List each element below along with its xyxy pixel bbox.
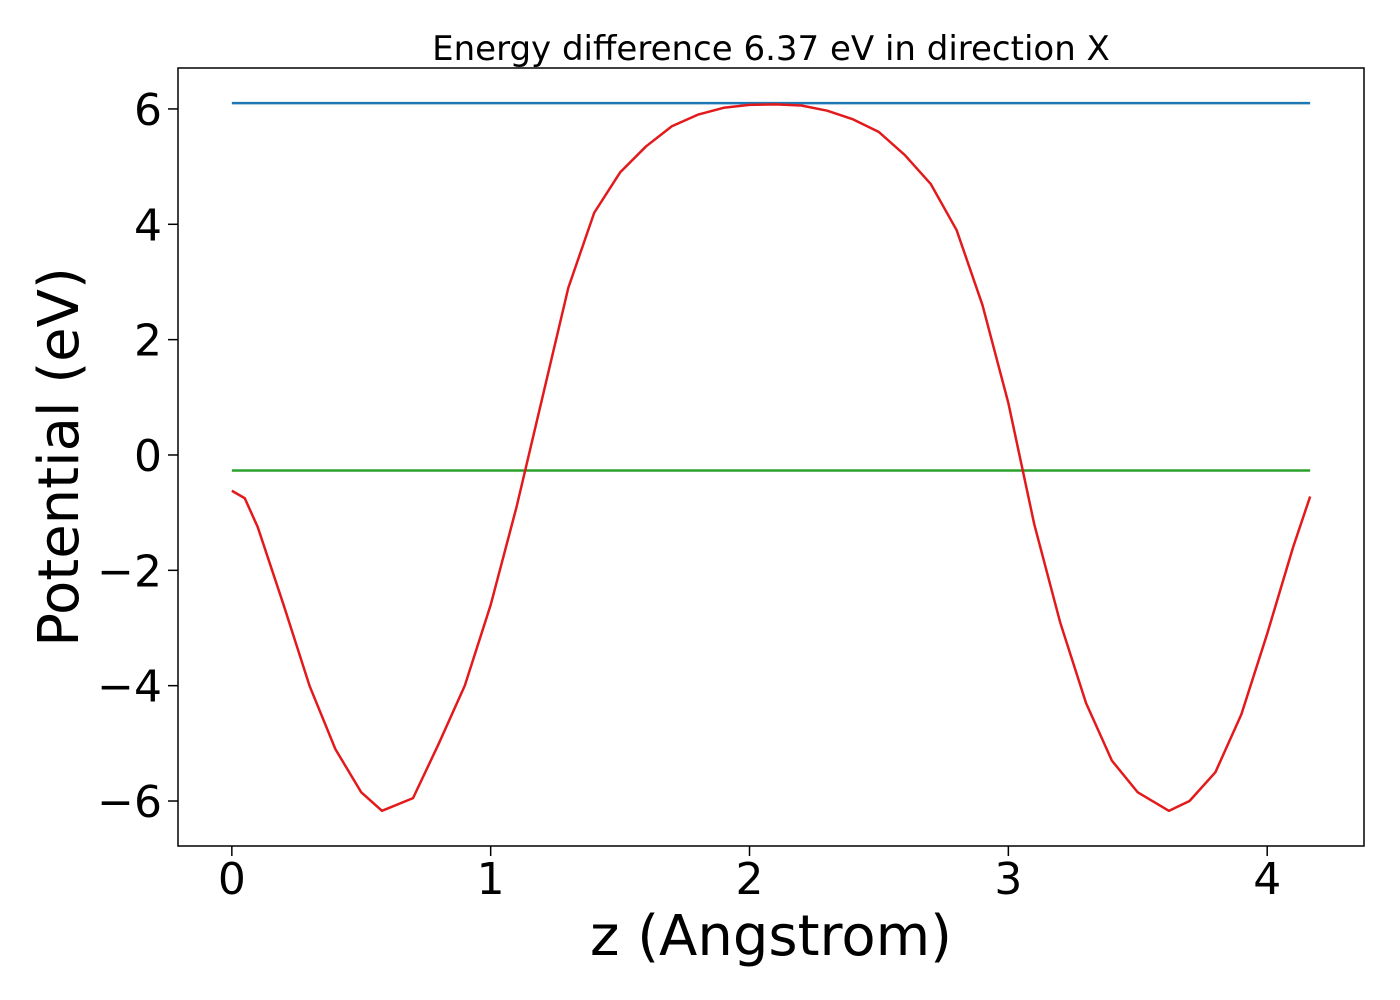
- plot-frame: [177, 67, 1365, 847]
- chart-title: Energy difference 6.37 eV in direction X: [432, 29, 1110, 69]
- x-axis-label: z (Angstrom): [590, 904, 952, 969]
- x-tick-label: 3: [994, 854, 1022, 905]
- line-series: [231, 103, 1312, 813]
- y-tick-label: −2: [97, 546, 162, 597]
- x-tick-label: 4: [1253, 854, 1281, 905]
- y-axis-label: Potential (eV): [27, 267, 92, 647]
- y-tick-label: −4: [97, 662, 162, 713]
- y-tick-label: 2: [134, 316, 162, 367]
- y-tick-label: −6: [97, 777, 162, 828]
- x-tick-label: 1: [477, 854, 505, 905]
- y-tick-label: 6: [134, 85, 162, 136]
- x-tick-label: 2: [736, 854, 764, 905]
- y-tick-label: 4: [134, 200, 162, 251]
- x-tick-label: 0: [218, 854, 246, 905]
- y-tick-label: 0: [134, 431, 162, 482]
